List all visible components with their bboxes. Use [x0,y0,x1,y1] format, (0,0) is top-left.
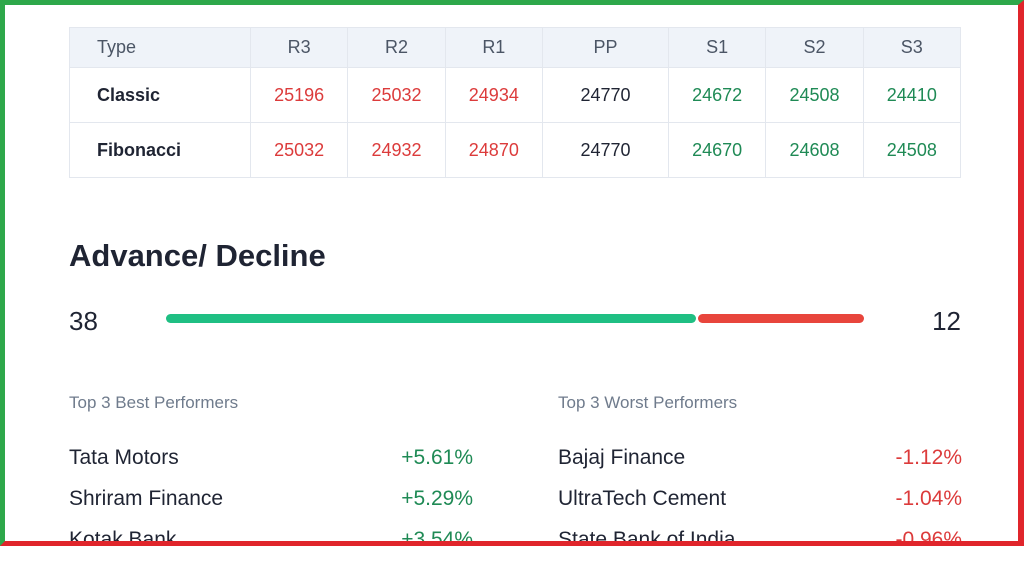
advances-count: 38 [69,306,98,336]
stock-change: -1.12% [895,446,962,469]
worst-performers-list: Bajaj Finance -1.12% UltraTech Cement -1.0… [558,445,962,568]
list-item[interactable]: Bajaj Finance -1.12% [558,445,962,486]
stock-name: Shriram Finance [69,487,224,510]
best-performers-list: Tata Motors +5.61% Shriram Finance +5.29% … [69,445,473,568]
stock-name: UltraTech Cement [558,487,727,510]
cell-r2: 25032 [347,67,446,123]
list-item[interactable]: Kotak Bank +3.54% [69,527,473,568]
header-r2: R2 [347,27,446,68]
header-type: Type [69,27,251,68]
cell-s3: 24410 [862,67,962,123]
worst-performers-title: Top 3 Worst Performers [558,393,738,412]
cell-r1: 24934 [444,67,543,123]
list-item[interactable]: Shriram Finance +5.29% [69,486,473,527]
table-row: Fibonacci 25032 24932 24870 24770 24670 … [69,122,962,178]
stock-name: Tata Motors [69,446,179,469]
cell-pp: 24770 [541,67,669,123]
header-s1: S1 [667,27,767,68]
cell-s1: 24670 [667,122,767,178]
stock-change: +5.29% [401,487,473,510]
advance-decline-bar [166,314,864,323]
row-type: Classic [69,67,251,123]
header-s2: S2 [765,27,864,68]
table-header-row: Type R3 R2 R1 PP S1 S2 S3 [69,27,962,68]
list-item[interactable]: Tata Motors +5.61% [69,445,473,486]
header-s3: S3 [862,27,962,68]
stock-change: -0.96% [895,528,962,551]
stock-change: +5.61% [401,446,473,469]
list-item[interactable]: State Bank of India -0.96% [558,527,962,568]
cell-r2: 24932 [347,122,446,178]
row-type: Fibonacci [69,122,251,178]
cell-s2: 24508 [765,67,864,123]
list-item[interactable]: UltraTech Cement -1.04% [558,486,962,527]
header-pp: PP [541,27,669,68]
advance-segment [166,314,697,323]
cell-r3: 25196 [249,67,349,123]
stock-name: Bajaj Finance [558,446,686,469]
stock-change: +3.54% [401,528,473,551]
cell-s1: 24672 [667,67,767,123]
cell-pp: 24770 [541,122,669,178]
advance-decline-title: Advance/ Decline [69,238,326,273]
cell-r1: 24870 [444,122,543,178]
cell-s2: 24608 [765,122,864,178]
stock-name: State Bank of India [558,528,736,551]
cell-s3: 24508 [862,122,962,178]
pivot-points-table: Type R3 R2 R1 PP S1 S2 S3 Classic 25196 … [69,27,962,178]
best-performers-title: Top 3 Best Performers [69,393,239,412]
table-row: Classic 25196 25032 24934 24770 24672 24… [69,67,962,123]
cell-r3: 25032 [249,122,349,178]
header-r3: R3 [249,27,349,68]
stock-name: Kotak Bank [69,528,177,551]
declines-count: 12 [932,306,961,336]
decline-segment [698,314,864,323]
stock-change: -1.04% [895,487,962,510]
header-r1: R1 [444,27,543,68]
